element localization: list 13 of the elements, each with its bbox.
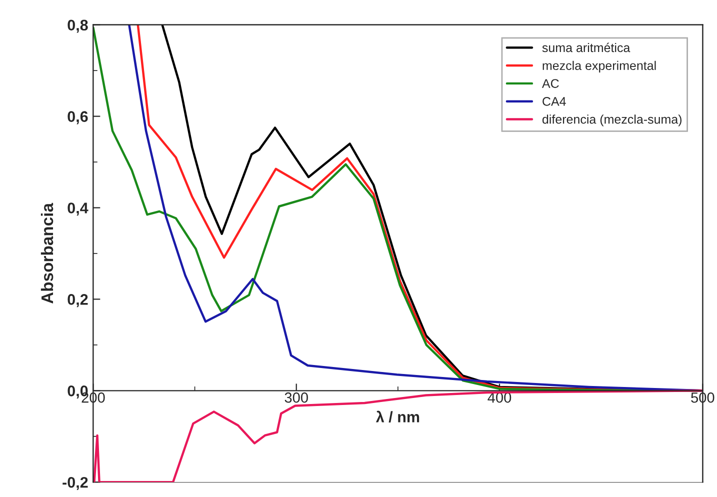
y-tick-label: 0,6: [68, 111, 88, 124]
x-axis-title: λ / nm: [376, 410, 420, 423]
y-tick-label: 0,4: [68, 202, 88, 216]
legend-label: CA4: [542, 96, 566, 106]
y-tick-label: 0,8: [68, 20, 88, 33]
x-tick-label: 300: [284, 392, 308, 403]
legend-label: AC: [542, 79, 559, 88]
legend-label: mezcla experimental: [542, 60, 656, 73]
y-tick-label: 0,2: [68, 294, 88, 308]
legend-label: diferencia (mezcla-suma): [542, 114, 682, 126]
y-tick-label: -0,2: [62, 476, 88, 490]
y-axis-title: Absorbancia: [40, 202, 54, 304]
legend-label: suma aritmética: [542, 42, 630, 52]
